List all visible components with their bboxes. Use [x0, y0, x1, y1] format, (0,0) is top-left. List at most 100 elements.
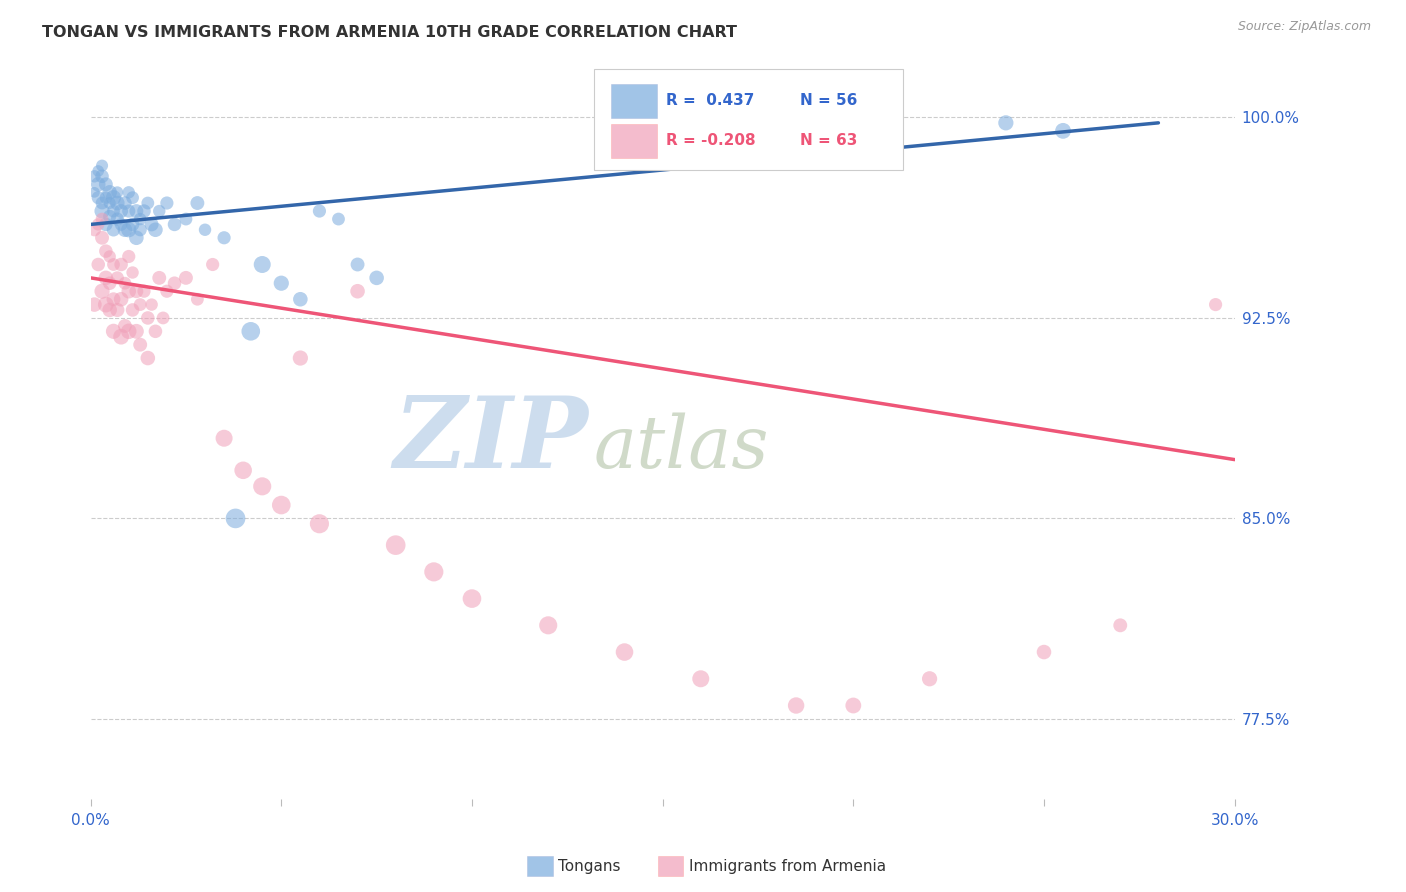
Point	[110, 258, 132, 272]
Point	[121, 218, 143, 232]
Point	[83, 223, 105, 237]
Point	[94, 244, 117, 259]
Text: ZIP: ZIP	[394, 392, 588, 488]
Point	[91, 169, 114, 184]
Point	[842, 698, 865, 713]
Point	[91, 212, 114, 227]
Point	[129, 297, 152, 311]
Point	[94, 297, 117, 311]
Point	[83, 169, 105, 184]
Point	[156, 284, 179, 298]
Point	[129, 212, 152, 227]
Point	[114, 276, 136, 290]
Point	[103, 223, 125, 237]
Point	[141, 218, 163, 232]
Point	[163, 218, 186, 232]
Text: R =  0.437: R = 0.437	[666, 94, 755, 108]
FancyBboxPatch shape	[612, 85, 657, 118]
Point	[129, 223, 152, 237]
Point	[129, 337, 152, 351]
Point	[145, 223, 167, 237]
Point	[156, 196, 179, 211]
Point	[194, 223, 217, 237]
Point	[1205, 297, 1227, 311]
Point	[110, 204, 132, 219]
Point	[91, 284, 114, 298]
Point	[114, 196, 136, 211]
Point	[125, 231, 148, 245]
Point	[110, 218, 132, 232]
Point	[136, 196, 159, 211]
Point	[118, 324, 141, 338]
Point	[290, 351, 312, 365]
Point	[308, 204, 330, 219]
Point	[174, 212, 197, 227]
Point	[537, 618, 560, 632]
Point	[174, 271, 197, 285]
Point	[118, 250, 141, 264]
Point	[232, 463, 254, 477]
Point	[689, 672, 711, 686]
Point	[132, 204, 155, 219]
Point	[613, 645, 636, 659]
Point	[163, 276, 186, 290]
Point	[83, 186, 105, 200]
Point	[384, 538, 406, 552]
Point	[1052, 124, 1074, 138]
Text: N = 56: N = 56	[800, 94, 858, 108]
Point	[125, 204, 148, 219]
Point	[290, 292, 312, 306]
Point	[91, 231, 114, 245]
Point	[225, 511, 247, 525]
Point	[270, 498, 292, 512]
Point	[98, 186, 121, 200]
Point	[1109, 618, 1132, 632]
Point	[212, 231, 235, 245]
Point	[125, 324, 148, 338]
Point	[103, 292, 125, 306]
Point	[423, 565, 446, 579]
Point	[105, 186, 128, 200]
Point	[103, 324, 125, 338]
Point	[91, 196, 114, 211]
Point	[121, 302, 143, 317]
Point	[91, 204, 114, 219]
Point	[98, 302, 121, 317]
Text: N = 63: N = 63	[800, 133, 858, 148]
Point	[98, 250, 121, 264]
FancyBboxPatch shape	[593, 70, 903, 170]
Point	[105, 271, 128, 285]
Point	[118, 204, 141, 219]
Point	[125, 284, 148, 298]
Point	[105, 196, 128, 211]
Point	[118, 284, 141, 298]
Point	[141, 297, 163, 311]
FancyBboxPatch shape	[612, 124, 657, 158]
Point	[785, 698, 807, 713]
Point	[105, 212, 128, 227]
Point	[94, 191, 117, 205]
Point	[87, 178, 110, 192]
Point	[87, 218, 110, 232]
Point	[87, 164, 110, 178]
Point	[136, 310, 159, 325]
Point	[94, 218, 117, 232]
Point	[87, 258, 110, 272]
Point	[239, 324, 262, 338]
Point	[94, 271, 117, 285]
Text: TONGAN VS IMMIGRANTS FROM ARMENIA 10TH GRADE CORRELATION CHART: TONGAN VS IMMIGRANTS FROM ARMENIA 10TH G…	[42, 25, 737, 40]
Point	[110, 292, 132, 306]
Point	[461, 591, 484, 606]
Text: Source: ZipAtlas.com: Source: ZipAtlas.com	[1237, 20, 1371, 33]
Point	[366, 271, 388, 285]
Point	[252, 479, 274, 493]
Point	[103, 204, 125, 219]
Point	[118, 223, 141, 237]
Point	[346, 258, 368, 272]
Point	[145, 324, 167, 338]
Point	[186, 196, 208, 211]
Point	[91, 159, 114, 173]
Point	[105, 302, 128, 317]
Point	[308, 516, 330, 531]
Point	[121, 266, 143, 280]
